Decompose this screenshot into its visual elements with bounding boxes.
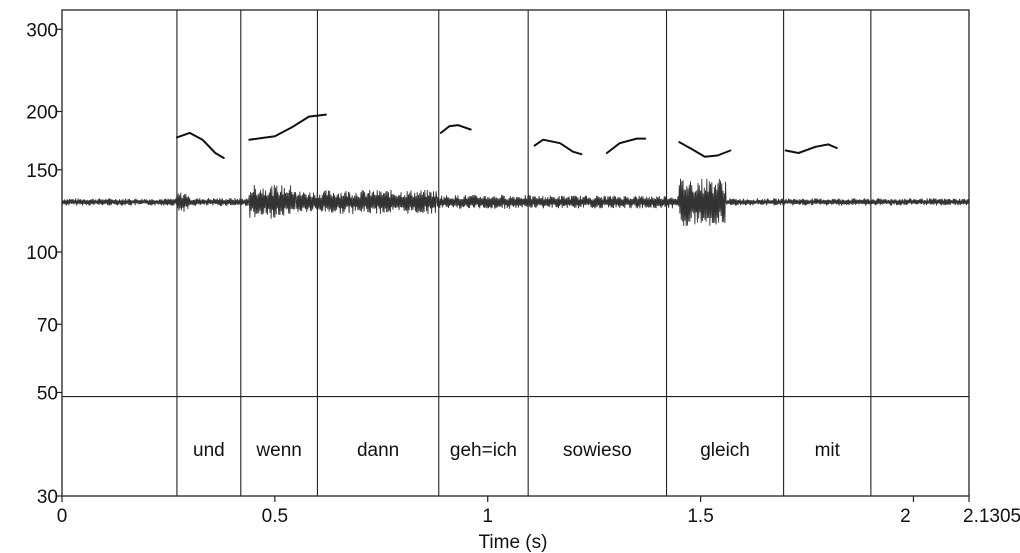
pitch-contour: [533, 138, 583, 156]
word-label: und: [193, 440, 225, 461]
x-tick-label: 0.5: [262, 506, 288, 527]
word-label: geh=ich: [450, 440, 517, 461]
x-tick-label: 1: [482, 506, 493, 527]
y-tick-label: 30: [37, 487, 58, 508]
pitch-contours: [175, 113, 838, 159]
waveform: [61, 178, 969, 227]
pitch-contour: [605, 137, 647, 154]
y-tick-label: 200: [26, 102, 58, 123]
boundary-lines: [62, 10, 969, 496]
pitch-contour: [248, 113, 327, 141]
x-axis-title: Time (s): [479, 532, 548, 553]
axes: 300 200 150 100 70 50 300 0.5 1 1.5 2 2.1305: [26, 9, 1020, 527]
pitch-contour: [439, 124, 472, 134]
x-tick-label: 0: [57, 506, 68, 527]
y-tick-label: 150: [26, 161, 58, 182]
word-label: dann: [357, 440, 399, 461]
plot-frame: [61, 9, 970, 497]
pitch-contour: [175, 131, 225, 159]
y-tick-label: 70: [37, 315, 58, 336]
waveform-trace: [61, 178, 969, 227]
y-tick-label: 50: [37, 383, 58, 404]
pitch-contour: [678, 141, 732, 158]
x-tick-label: 1.5: [687, 506, 713, 527]
word-label: mit: [815, 440, 841, 461]
word-label: gleich: [700, 440, 750, 461]
pitch-contour: [784, 143, 838, 154]
y-tick-label: 100: [26, 243, 58, 264]
y-tick-label: 300: [26, 20, 58, 41]
word-label: sowieso: [563, 440, 632, 461]
x-tick-label: 2: [900, 506, 911, 527]
x-tick-label: 2.1305: [963, 506, 1020, 527]
word-labels: und wenn dann geh=ich sowieso gleich mit: [193, 440, 841, 461]
word-label: wenn: [255, 440, 301, 461]
